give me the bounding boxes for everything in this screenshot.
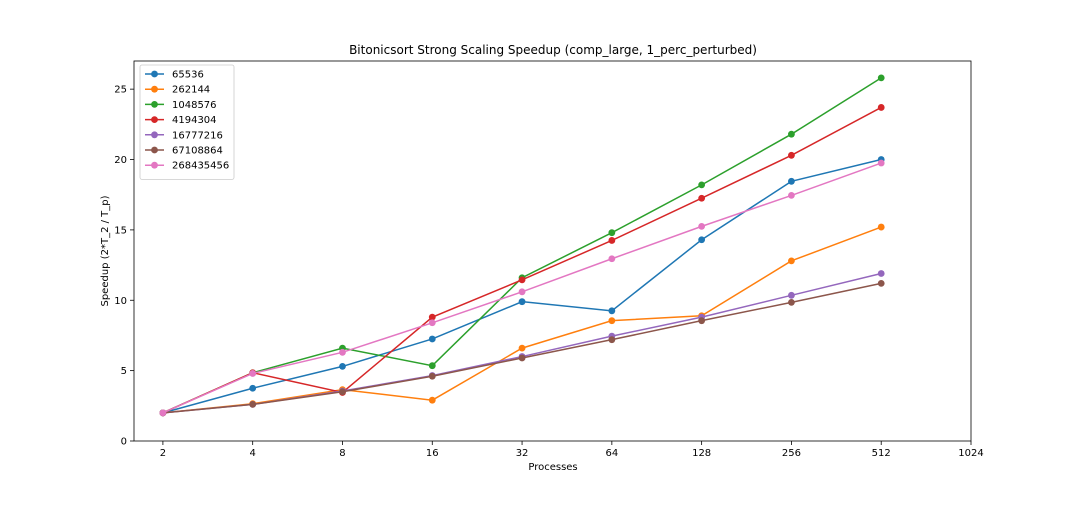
legend-marker — [151, 85, 158, 93]
y-axis-label: Speedup (2*T_2 / T_p) — [100, 195, 111, 306]
legend-marker — [151, 116, 158, 123]
data-point — [698, 181, 706, 189]
series-line — [162, 77, 882, 414]
legend-label: 16777216 — [172, 130, 223, 141]
data-point — [518, 276, 526, 284]
data-point — [698, 317, 706, 325]
data-point — [877, 270, 885, 277]
data-point — [608, 307, 616, 315]
x-tick-label: 4 — [250, 448, 256, 459]
axis-ticks: 2 4 8 16 32 64 128 256 512 1024 0 5 10 15 20 25 — [114, 85, 983, 459]
series-line — [162, 226, 882, 414]
legend-marker — [151, 161, 158, 169]
data-point — [428, 335, 436, 343]
data-point — [698, 222, 706, 230]
legend-item: 67108864 — [145, 146, 223, 157]
data-point — [788, 177, 795, 185]
data-point — [339, 348, 346, 356]
data-point — [608, 229, 616, 237]
legend-marker — [151, 146, 158, 154]
data-point — [339, 388, 346, 396]
x-tick-label: 1024 — [958, 448, 983, 459]
data-point — [608, 255, 616, 263]
data-point — [518, 298, 526, 306]
data-point — [877, 279, 885, 287]
data-point — [788, 257, 795, 265]
data-point — [788, 192, 795, 199]
data-point — [518, 288, 526, 296]
legend-frame — [139, 64, 235, 180]
legend-label: 67108864 — [172, 146, 223, 157]
x-tick-label: 8 — [339, 448, 345, 459]
data-point — [698, 236, 706, 244]
legend-marker — [151, 70, 158, 78]
x-tick-label: 128 — [692, 448, 711, 459]
data-point — [788, 151, 795, 159]
data-point — [608, 336, 616, 344]
data-point — [877, 104, 885, 111]
data-point — [428, 313, 436, 321]
legend: 65536 262144 1048576 4194304 16777216 6710886… — [139, 64, 235, 180]
legend-item: 1048576 — [145, 100, 217, 111]
series-line — [162, 158, 882, 414]
data-point — [249, 401, 257, 408]
legend-label: 1048576 — [172, 100, 217, 111]
series-268435456 — [159, 159, 885, 417]
series-262144 — [159, 223, 885, 417]
data-point — [428, 396, 436, 404]
legend-item: 4194304 — [145, 115, 217, 126]
x-tick-label: 64 — [605, 448, 618, 459]
series-1048576 — [159, 74, 885, 417]
series-67108864 — [159, 279, 885, 417]
data-point — [428, 362, 436, 370]
data-point — [877, 223, 885, 231]
legend-marker — [151, 131, 158, 139]
data-point — [608, 237, 616, 244]
data-point — [428, 372, 436, 380]
data-point — [788, 130, 795, 138]
series-65536 — [159, 156, 885, 417]
legend-label: 268435456 — [172, 161, 229, 172]
y-tick-label: 5 — [121, 366, 127, 377]
x-axis-label: Processes — [528, 462, 577, 473]
legend-item: 16777216 — [145, 130, 223, 141]
data-point — [788, 298, 795, 306]
x-tick-label: 16 — [426, 448, 439, 459]
data-point — [249, 370, 257, 377]
legend-marker — [151, 101, 158, 108]
legend-label: 4194304 — [172, 115, 217, 126]
data-point — [698, 194, 706, 202]
data-point — [428, 319, 436, 327]
y-tick-label: 20 — [114, 155, 127, 166]
chart-title: Bitonicsort Strong Scaling Speedup (comp… — [349, 43, 757, 57]
x-tick-label: 2 — [160, 448, 166, 459]
data-point — [518, 344, 526, 352]
plot-frame — [133, 60, 972, 442]
data-point — [339, 363, 346, 370]
data-point — [877, 74, 885, 82]
legend-item: 65536 — [145, 70, 204, 81]
y-tick-label: 15 — [114, 225, 127, 236]
data-point — [518, 354, 526, 362]
y-tick-label: 25 — [114, 85, 127, 96]
x-tick-label: 512 — [872, 448, 891, 459]
data-point — [249, 384, 257, 392]
legend-item: 268435456 — [145, 161, 229, 172]
data-point — [608, 317, 616, 325]
x-tick-label: 32 — [516, 448, 529, 459]
x-tick-label: 256 — [782, 448, 801, 459]
y-tick-label: 10 — [114, 296, 127, 307]
plot-series — [159, 74, 885, 417]
data-point — [788, 291, 795, 299]
legend-label: 65536 — [172, 70, 204, 81]
legend-item: 262144 — [145, 85, 210, 96]
y-tick-label: 0 — [121, 437, 127, 448]
data-point — [877, 159, 885, 167]
series-line — [162, 162, 882, 414]
legend-label: 262144 — [172, 85, 210, 96]
data-point — [159, 409, 167, 417]
